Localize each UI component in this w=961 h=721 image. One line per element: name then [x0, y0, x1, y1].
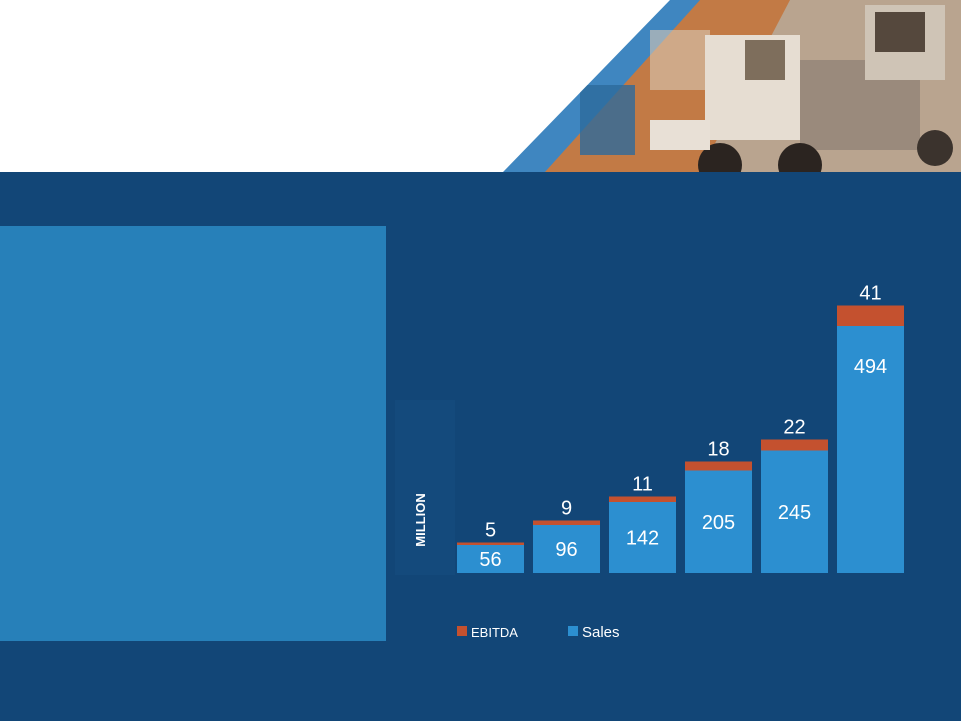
- ebitda-value-label: 11: [632, 474, 653, 496]
- sales-value-label: 205: [702, 512, 735, 534]
- sales-bar: [533, 525, 600, 573]
- sales-bar: [609, 502, 676, 573]
- sales-bar: [761, 450, 828, 573]
- y-axis-label: MILLION: [413, 493, 428, 546]
- sales-value-label: 56: [479, 549, 501, 571]
- sales-bar: [457, 545, 524, 573]
- ebitda-bar: [685, 461, 752, 471]
- chart-plot-area: [395, 400, 455, 575]
- ebitda-value-label: 41: [859, 283, 881, 305]
- ebitda-value-label: 5: [485, 520, 496, 542]
- ebitda-bar: [837, 305, 904, 326]
- ebitda-bar: [457, 542, 524, 545]
- sales-bar: [685, 470, 752, 573]
- sales-value-label: 96: [555, 539, 577, 561]
- legend-label-sales: Sales: [582, 624, 620, 641]
- legend-swatch-sales: [568, 626, 578, 636]
- ebitda-bar: [609, 496, 676, 502]
- sales-bar: [837, 326, 904, 573]
- chart-bars: [457, 305, 904, 573]
- content-box: [0, 226, 386, 641]
- ebitda-bar: [761, 439, 828, 451]
- ebitda-value-label: 22: [783, 417, 805, 439]
- legend-label-ebitda: EBITDA: [471, 625, 518, 640]
- ebitda-bar: [533, 520, 600, 525]
- legend-swatch-ebitda: [457, 626, 467, 636]
- ebitda-value-label: 18: [707, 439, 729, 461]
- chart-value-labels: 56 5 96 9 142 11 205 18 245 22 494 41: [479, 283, 887, 572]
- sales-value-label: 142: [626, 528, 659, 550]
- header-truck-image: [503, 0, 961, 172]
- sales-value-label: 245: [778, 502, 811, 524]
- sales-value-label: 494: [854, 356, 887, 378]
- ebitda-value-label: 9: [561, 498, 572, 520]
- legend: EBITDA Sales: [457, 624, 620, 641]
